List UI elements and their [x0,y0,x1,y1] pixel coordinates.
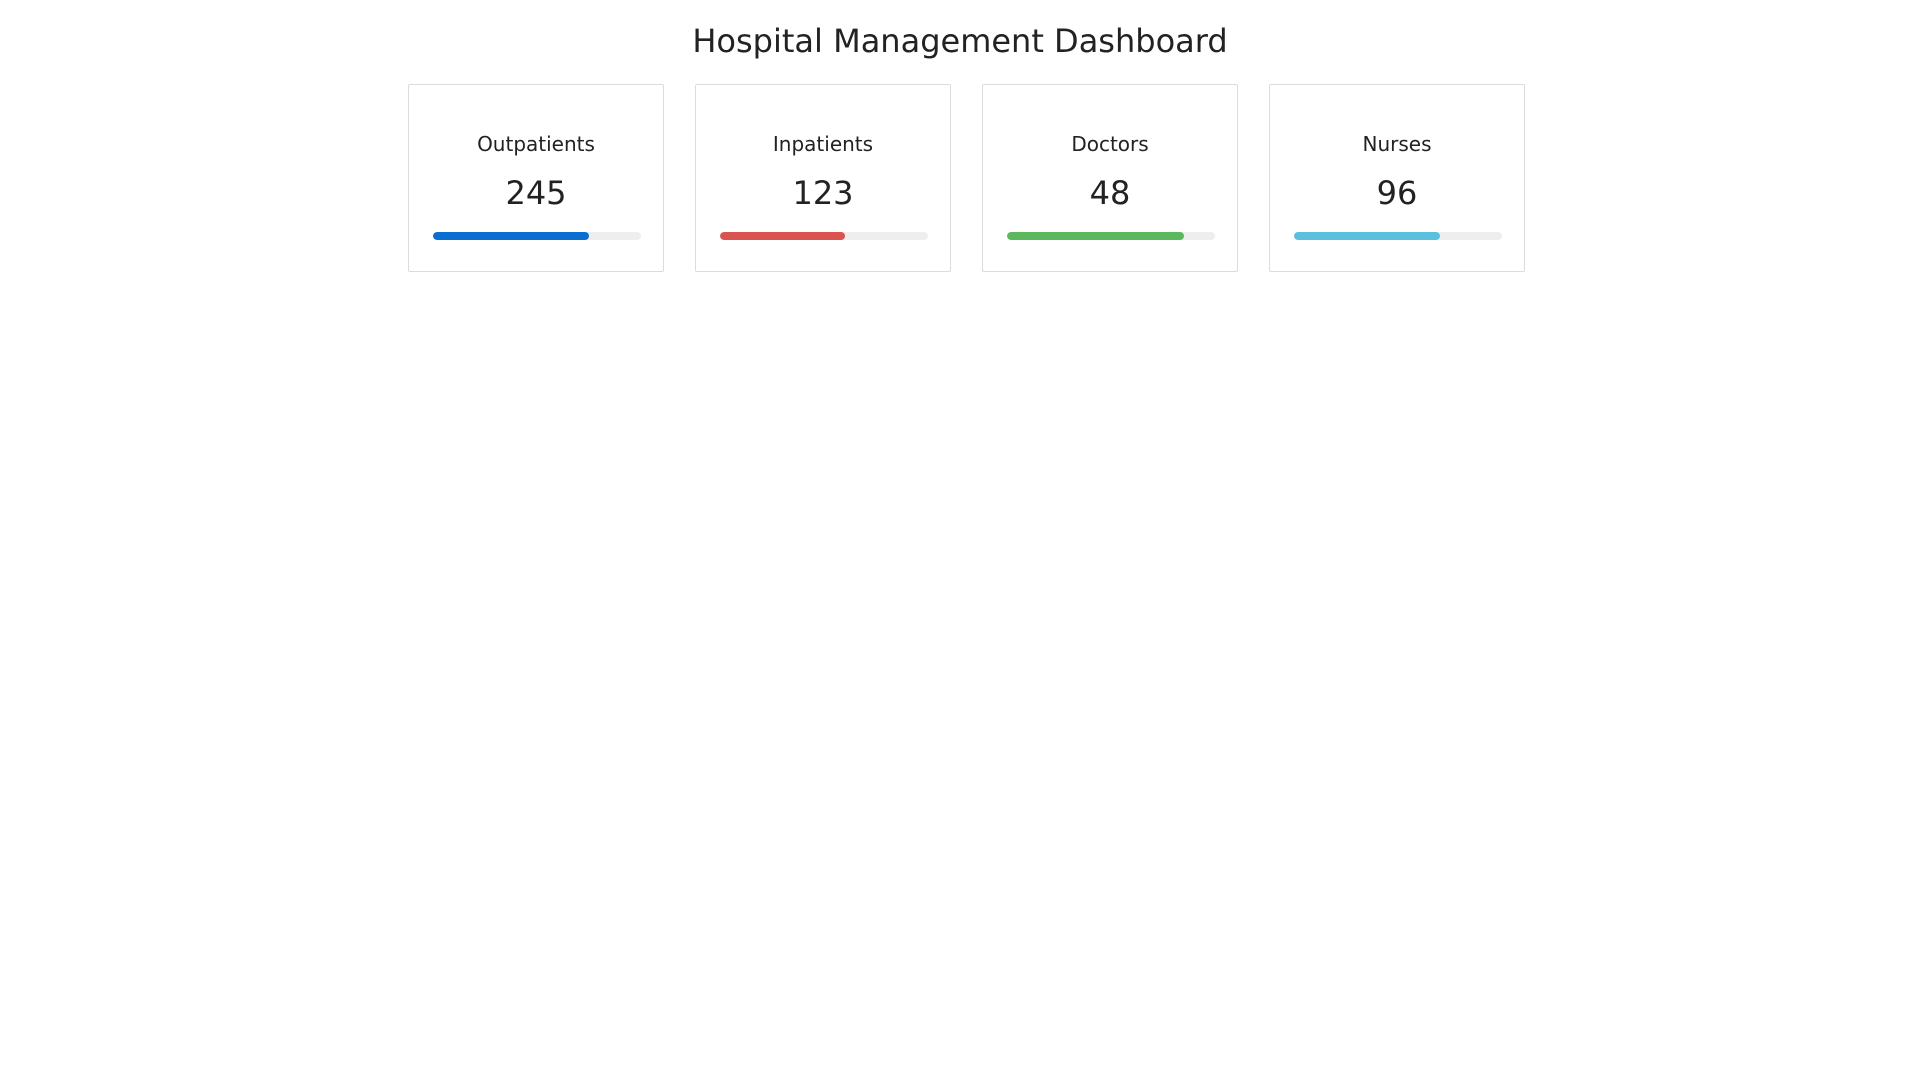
page-title: Hospital Management Dashboard [692,22,1228,60]
stat-card-inpatients: Inpatients 123 [695,84,951,272]
stat-card-nurses: Nurses 96 [1269,84,1525,272]
progress-bar [433,232,641,240]
progress-bar-fill [1007,232,1184,240]
stat-card-label: Inpatients [772,132,874,156]
stat-card-value: 48 [1089,174,1131,212]
progress-bar-fill [433,232,589,240]
progress-bar [1007,232,1215,240]
progress-bar [1294,232,1502,240]
stat-card-label: Outpatients [477,132,595,156]
progress-bar [720,232,928,240]
stat-cards: Outpatients 245 Inpatients 123 Doctors 4… [408,84,1526,272]
stat-card-label: Nurses [1362,132,1432,156]
progress-bar-fill [720,232,845,240]
stat-card-outpatients: Outpatients 245 [408,84,664,272]
stat-card-value: 123 [792,174,854,212]
stat-card-label: Doctors [1071,132,1149,156]
stat-card-value: 96 [1376,174,1418,212]
progress-bar-fill [1294,232,1440,240]
stat-card-doctors: Doctors 48 [982,84,1238,272]
stat-card-value: 245 [505,174,567,212]
